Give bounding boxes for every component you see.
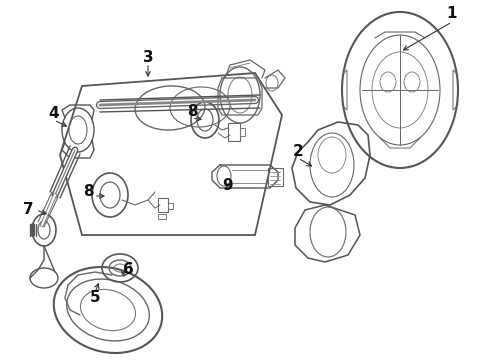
- Bar: [228, 123, 240, 141]
- Bar: [268, 168, 283, 186]
- Text: 6: 6: [122, 262, 133, 278]
- Bar: [240, 128, 245, 136]
- Text: 3: 3: [143, 49, 153, 64]
- Text: 8: 8: [187, 104, 197, 120]
- Bar: [168, 203, 173, 209]
- Text: 8: 8: [83, 184, 93, 199]
- Text: 9: 9: [222, 177, 233, 193]
- Bar: [158, 214, 166, 219]
- Text: 5: 5: [90, 291, 100, 306]
- Text: 7: 7: [23, 202, 33, 217]
- Text: 4: 4: [49, 107, 59, 122]
- Text: 2: 2: [293, 144, 303, 159]
- Bar: [158, 198, 168, 212]
- Text: 1: 1: [447, 6, 457, 22]
